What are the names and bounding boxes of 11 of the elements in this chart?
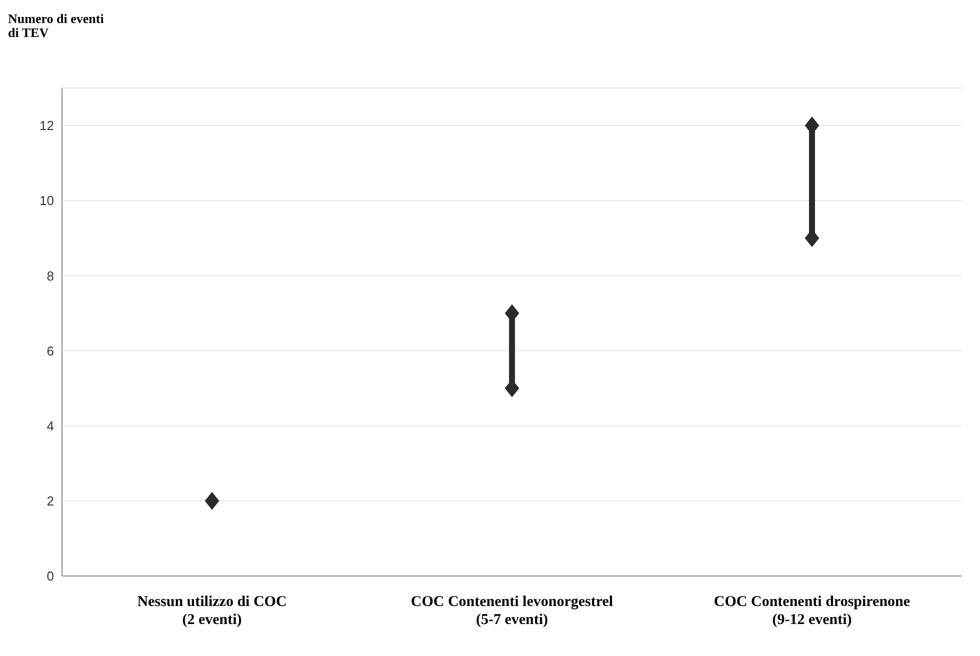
y-tick-label: 6: [46, 343, 54, 358]
y-tick-label: 8: [46, 268, 54, 284]
y-tick-label: 12: [40, 118, 54, 134]
y-tick-label: 4: [46, 418, 54, 434]
x-tick-label: Nessun utilizzo di COC (2 eventi): [137, 594, 287, 628]
y-axis-title: Numero di eventi di TEV: [8, 11, 104, 40]
y-tick-label: 0: [46, 568, 54, 584]
y-tick-label: 2: [46, 494, 54, 509]
x-tick-label: COC Contenenti levonorgestrel (5-7 eventi): [410, 594, 614, 628]
x-tick-label: COC Contenenti drospirenone (9-12 eventi): [714, 594, 910, 628]
y-tick-label: 10: [40, 193, 54, 208]
